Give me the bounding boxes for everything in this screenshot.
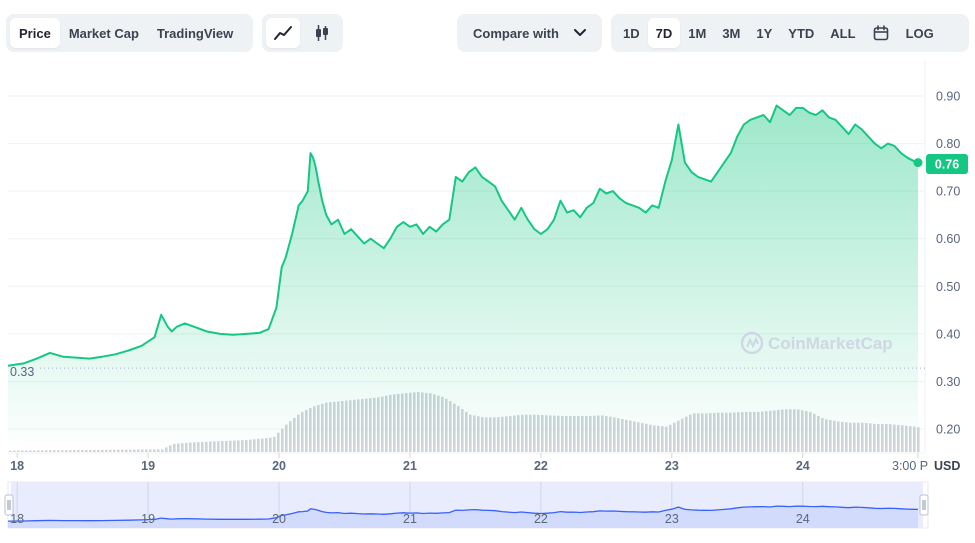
price-area	[8, 105, 918, 452]
y-tick-label: 0.60	[936, 232, 960, 246]
range-1m[interactable]: 1M	[688, 25, 707, 41]
y-tick-label: 0.40	[936, 327, 960, 341]
start-price-label: 0.33	[10, 365, 34, 379]
chevron-down-icon	[574, 29, 586, 36]
calendar-button[interactable]	[864, 18, 898, 48]
navigator-tick-label: 20	[272, 512, 286, 526]
x-tick-label: 23	[665, 459, 679, 473]
range-3m[interactable]: 3M	[722, 25, 741, 41]
x-tick-label: 3:00 P	[892, 459, 928, 473]
navigator-line	[7, 505, 919, 522]
compare-label: Compare with	[473, 25, 559, 41]
range-1d[interactable]: 1D	[623, 25, 640, 41]
range-1y[interactable]: 1Y	[756, 25, 773, 41]
chart-type-toggle: Price Market Cap TradingView	[6, 14, 253, 52]
x-axis-labels: 18 19 20 21 22 23 24 3:00 P	[10, 453, 928, 473]
coinmarketcap-logo-icon	[740, 331, 764, 355]
navigator-tick-label: 24	[796, 512, 810, 526]
navigator-tick-label: 21	[403, 512, 417, 526]
y-tick-label: 0.20	[936, 423, 960, 437]
current-price-value: 0.76	[935, 158, 959, 172]
navigator-area	[8, 506, 918, 528]
x-tick-label: 24	[796, 459, 810, 473]
y-tick-label: 0.90	[936, 90, 960, 104]
tab-tradingview[interactable]: TradingView	[156, 25, 234, 41]
y-unit-label: USD	[934, 459, 960, 473]
range-all[interactable]: ALL	[830, 25, 856, 41]
x-tick-label: 19	[141, 459, 155, 473]
y-tick-label: 0.70	[936, 185, 960, 199]
time-range-toggle: 1D 7D 1M 3M 1Y YTD ALL LOG	[611, 14, 969, 52]
y-tick-label: 0.80	[936, 137, 960, 151]
y-tick-label: 0.30	[936, 375, 960, 389]
log-scale-toggle[interactable]: LOG	[905, 25, 934, 41]
candlestick-icon	[316, 25, 328, 41]
compare-dropdown[interactable]: Compare with	[457, 14, 602, 52]
tab-price[interactable]: Price	[10, 18, 60, 48]
navigator-x-labels: 18 19 20 21 22 23 24	[10, 512, 810, 526]
navigator-tick-label: 18	[10, 512, 24, 526]
left-handle-grip[interactable]	[4, 494, 14, 516]
x-tick-label: 18	[10, 459, 24, 473]
range-7d[interactable]: 7D	[647, 18, 681, 48]
navigator-left-handle[interactable]	[4, 494, 14, 516]
tab-market-cap[interactable]: Market Cap	[68, 25, 139, 41]
navigator-tick-label: 23	[665, 512, 679, 526]
y-tick-label: 0.50	[936, 280, 960, 294]
y-axis-labels: 0.90 0.80 0.70 0.60 0.50 0.40 0.30 0.20	[936, 90, 960, 437]
current-price-badge-bg	[926, 154, 968, 174]
candlestick-button[interactable]	[305, 18, 339, 48]
line-chart-button[interactable]	[266, 18, 300, 48]
coinmarketcap-watermark: CoinMarketCap	[740, 331, 893, 355]
navigator-tick-label: 22	[534, 512, 548, 526]
watermark-text: CoinMarketCap	[768, 334, 893, 353]
calendar-icon	[873, 25, 888, 41]
price-line	[7, 104, 919, 367]
range-ytd[interactable]: YTD	[788, 25, 815, 41]
volume-bar	[917, 427, 920, 452]
chart-style-toggle	[262, 14, 343, 52]
range-navigator[interactable]: 18 19 20 21 22 23 24	[4, 481, 929, 529]
line-chart-icon	[274, 26, 292, 40]
x-tick-label: 22	[534, 459, 548, 473]
current-price-badge: 0.76	[926, 154, 968, 174]
navigator-right-handle[interactable]	[919, 494, 929, 516]
current-price-dot	[913, 158, 923, 168]
x-tick-label: 21	[403, 459, 417, 473]
navigator-tick-label: 19	[141, 512, 155, 526]
x-tick-label: 20	[272, 459, 286, 473]
right-handle-grip[interactable]	[919, 494, 929, 516]
